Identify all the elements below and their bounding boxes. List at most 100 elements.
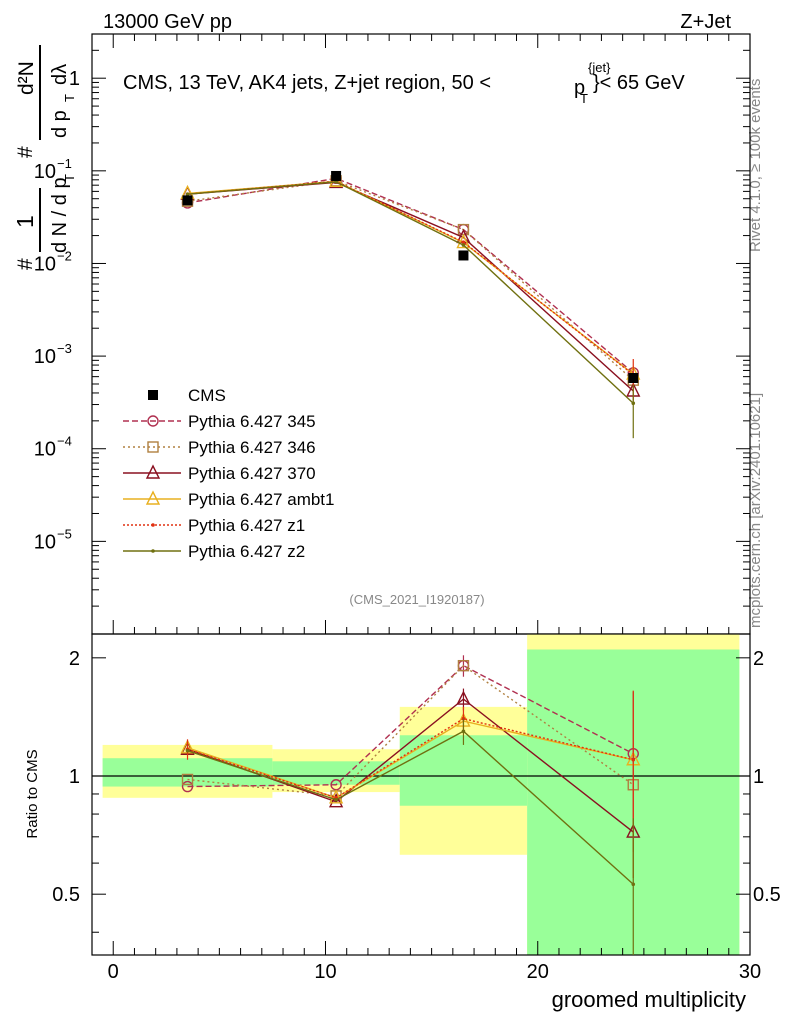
ratio-band-green-1 <box>272 761 400 785</box>
title-suffix: }< 65 GeV <box>593 72 685 94</box>
main-series-3 <box>180 172 641 380</box>
ratio-series-point <box>181 780 194 793</box>
ratio-panel: 0 10 20 30 0.5 0.5 1 1 2 2 <box>52 633 781 983</box>
ratio-series-point <box>461 729 466 734</box>
title-var: p <box>574 77 585 99</box>
ratio-frame <box>91 633 751 956</box>
main-ytick-label-base: 10 <box>34 531 56 553</box>
title-prefix: CMS, 13 TeV, AK4 jets, Z+jet region, 50 … <box>123 72 491 94</box>
ratio-xtick-label: 20 <box>527 961 549 983</box>
cms-data-point <box>628 373 639 384</box>
legend-marker <box>151 549 155 553</box>
ratio-xtick-label: 0 <box>108 961 119 983</box>
main-data-points <box>182 170 639 384</box>
main-panel: 110−110−210−310−410−5 <box>34 33 751 635</box>
legend-marker <box>147 441 159 453</box>
legend-marker <box>145 464 161 479</box>
ratio-y-axis-label: Ratio to CMS <box>24 749 41 838</box>
ylabel-num-1: 1 <box>12 215 38 228</box>
ylabel-den-1-sub: T <box>62 174 77 182</box>
title-sup: {jet} <box>588 60 611 75</box>
cms-data-point <box>331 170 342 181</box>
ratio-xtick-label: 30 <box>739 961 761 983</box>
main-series-4 <box>185 179 636 401</box>
main-ytick-label-base: 1 <box>69 68 80 90</box>
ratio-series-point <box>181 773 194 786</box>
legend-marker <box>145 490 161 505</box>
main-series-1 <box>181 175 639 386</box>
main-ytick-label: 10 −5 <box>34 526 72 553</box>
main-series-point <box>456 234 471 249</box>
ratio-series-point <box>334 797 338 802</box>
cms-data-point <box>458 250 469 261</box>
legend-label: Pythia 6.427 370 <box>188 464 316 483</box>
ylabel-den-2-tail: dλ <box>49 64 71 85</box>
ratio-series-point <box>631 757 636 762</box>
main-ytick-label: 1 <box>69 68 80 90</box>
ratio-ytick-label-right: 0.5 <box>753 884 781 906</box>
legend-marker-cms <box>148 390 158 400</box>
main-series-line <box>187 181 634 404</box>
main-title: CMS, 13 TeV, AK4 jets, Z+jet region, 50 … <box>123 60 685 106</box>
ylabel-num-2: d²N <box>15 61 38 95</box>
ratio-series-line <box>187 717 634 799</box>
main-ytick-label: 10 −3 <box>34 341 72 368</box>
header-left: 13000 GeV pp <box>103 11 232 33</box>
ratio-series-point <box>185 748 190 753</box>
ratio-series-point <box>328 793 344 808</box>
legend-marker <box>147 415 159 427</box>
ratio-series-line <box>187 730 634 885</box>
ylabel-den-1: d N / d p <box>49 177 71 253</box>
main-ytick-label-exp: −3 <box>57 341 72 356</box>
main-series-point <box>461 243 466 247</box>
x-axis-label: groomed multiplicity <box>552 987 746 1012</box>
main-series-line <box>187 181 634 392</box>
legend-label: Pythia 6.427 ambt1 <box>188 490 334 509</box>
main-ytick-label-exp: −5 <box>57 526 72 541</box>
analysis-watermark: (CMS_2021_I1920187) <box>349 592 484 607</box>
ratio-series-point <box>631 882 636 887</box>
ratio-ytick-label-left: 1 <box>69 766 80 788</box>
ratio-series-line <box>187 664 634 788</box>
mcplots-label: mcplots.cern.ch [arXiv:2401.10621] <box>747 393 764 628</box>
ratio-series-point <box>457 659 470 672</box>
ylabel-hash-1: # <box>14 258 37 270</box>
main-ytick-label-exp: −4 <box>57 434 72 449</box>
ratio-series-point <box>456 690 471 705</box>
main-series-line <box>187 180 634 381</box>
main-ytick-label-exp: −2 <box>57 248 72 263</box>
ratio-series-line <box>187 664 634 797</box>
ratio-ytick-label-left: 0.5 <box>52 884 80 906</box>
main-ytick-label: 10 −4 <box>34 434 72 461</box>
ratio-ytick-label-right: 1 <box>753 766 764 788</box>
main-ytick-label-base: 10 <box>34 439 56 461</box>
legend-label: Pythia 6.427 346 <box>188 438 316 457</box>
main-series-point <box>185 192 190 196</box>
legend: CMS Pythia 6.427 345 Pythia 6.427 346 Pythi… <box>123 386 334 561</box>
ylabel-den-2: d p <box>49 110 71 138</box>
main-series-line <box>187 177 634 374</box>
legend-label: Pythia 6.427 z1 <box>188 516 305 535</box>
main-series-0 <box>181 172 639 379</box>
legend-label-cms: CMS <box>188 386 226 405</box>
main-ytick-label: 10 −1 <box>34 156 72 183</box>
main-series-line <box>187 180 634 375</box>
ylabel-hash-2: # <box>14 146 37 158</box>
main-ytick-label-base: 10 <box>34 161 56 183</box>
main-series-line <box>187 180 634 376</box>
ratio-xtick-label: 10 <box>314 961 336 983</box>
legend-label: Pythia 6.427 345 <box>188 412 316 431</box>
legend-label: Pythia 6.427 z2 <box>188 542 305 561</box>
title-sub: T <box>580 91 588 106</box>
main-ytick-label-base: 10 <box>34 253 56 275</box>
cms-data-point <box>182 195 193 206</box>
main-ytick-label-base: 10 <box>34 346 56 368</box>
main-ytick-label-exp: −1 <box>57 156 72 171</box>
ratio-band-green-0 <box>102 758 273 787</box>
ratio-series-5 <box>185 718 636 955</box>
main-series-5 <box>185 180 636 439</box>
legend-marker <box>151 523 155 527</box>
header-right: Z+Jet <box>680 11 731 33</box>
main-series-point <box>461 240 466 244</box>
